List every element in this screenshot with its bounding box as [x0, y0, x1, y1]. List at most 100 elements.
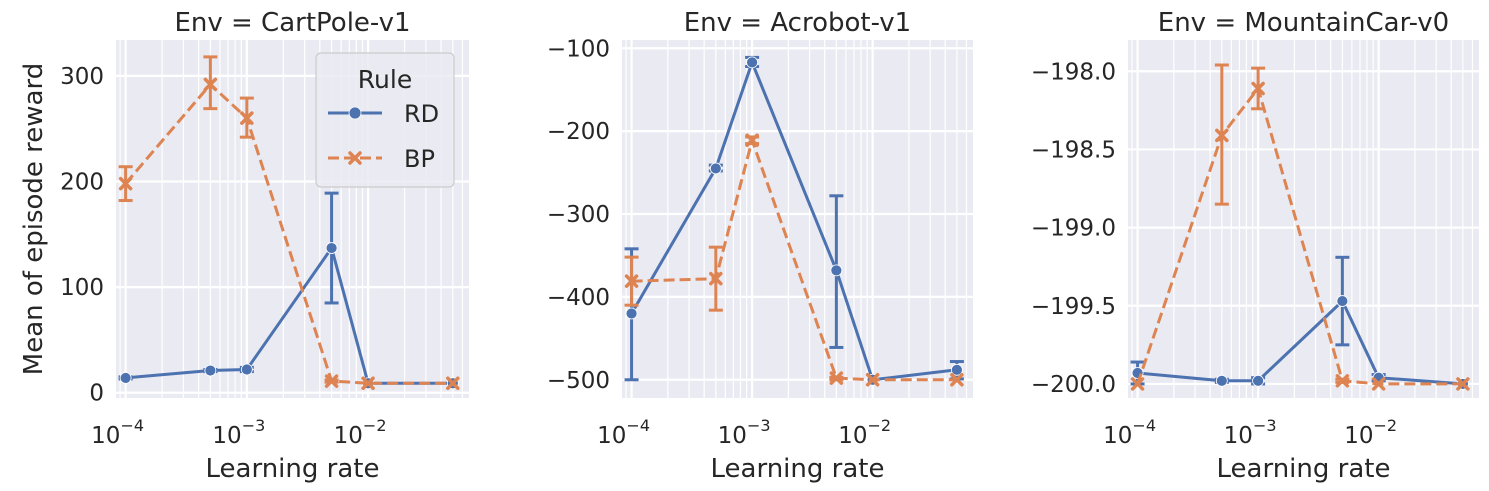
data-point	[1335, 374, 1350, 388]
legend-label: BP	[404, 145, 435, 173]
y-tick-label: 100	[60, 275, 104, 301]
data-point	[1252, 374, 1265, 387]
series-bp	[624, 133, 964, 387]
legend-label: RD	[404, 100, 439, 128]
data-point	[203, 77, 218, 92]
x-tick-base: 10	[212, 423, 241, 449]
data-point	[746, 56, 759, 69]
x-tick-base: 10	[1103, 423, 1132, 449]
series-line	[125, 246, 453, 385]
data-point	[1251, 81, 1265, 96]
gridlines	[116, 40, 469, 398]
x-tick-base: 10	[1344, 423, 1373, 449]
x-tick-exponent: −4	[120, 416, 144, 435]
x-tick-label: 10−2	[334, 416, 387, 449]
y-tick-label: −100	[547, 36, 610, 62]
x-tick-exponent: −3	[1253, 416, 1277, 435]
x-axis-label: Learning rate	[206, 454, 380, 484]
data-point	[1456, 377, 1470, 391]
x-tick-exponent: −3	[747, 416, 771, 435]
x-axis-label: Learning rate	[1217, 454, 1391, 484]
y-tick-label: −200.0	[1031, 372, 1116, 398]
chart-title: Env = CartPole-v1	[174, 8, 410, 38]
series-bp	[1130, 63, 1470, 391]
y-tick-label: −198.0	[1031, 59, 1116, 85]
series-line	[1137, 299, 1464, 386]
y-tick-label: 300	[60, 64, 104, 90]
y-tick-label: 200	[60, 170, 104, 196]
data-point	[119, 372, 132, 384]
data-point	[240, 111, 254, 125]
y-tick-label: −199.5	[1031, 294, 1116, 320]
data-point	[1215, 374, 1228, 387]
x-tick-label: 10−4	[597, 416, 650, 449]
data-point	[240, 363, 253, 376]
x-tick-base: 10	[718, 423, 747, 449]
data-point	[446, 376, 460, 390]
data-point	[625, 307, 638, 320]
x-tick-exponent: −2	[867, 416, 891, 435]
data-point	[204, 364, 217, 377]
x-tick-exponent: −4	[1132, 416, 1156, 435]
series-line	[631, 138, 957, 382]
data-point	[361, 376, 375, 390]
data-point	[624, 274, 639, 288]
x-tick-label: 10−2	[1344, 416, 1397, 449]
data-point	[950, 373, 964, 387]
legend: Rule RD BP	[315, 52, 455, 188]
x-tick-label: 10−4	[91, 416, 144, 449]
x-tick-base: 10	[1224, 423, 1253, 449]
plot-area	[622, 40, 973, 398]
y-axis-label: Mean of episode reward	[19, 63, 49, 375]
chart-title: Env = MountainCar-v0	[1158, 8, 1449, 38]
x-tick-label: 10−4	[1103, 416, 1156, 449]
x-tick-label: 10−2	[838, 416, 891, 449]
y-tick-label: −199.0	[1031, 216, 1116, 242]
data-point	[709, 271, 723, 286]
series-bp	[118, 55, 460, 390]
gridlines	[622, 40, 973, 398]
y-tick-label: −500	[547, 368, 610, 394]
x-tick-exponent: −4	[626, 416, 650, 435]
x-tick-exponent: −2	[363, 416, 387, 435]
data-point	[1130, 377, 1145, 391]
x-tick-exponent: −3	[242, 416, 266, 435]
y-tick-label: 0	[89, 381, 104, 407]
legend-title: Rule	[358, 65, 412, 94]
x-tick-base: 10	[597, 423, 626, 449]
data-point	[951, 363, 963, 376]
y-tick-label: −200	[547, 119, 610, 145]
legend-marker	[348, 106, 362, 120]
chart-title: Env = Acrobot-v1	[684, 8, 911, 38]
data-point	[1336, 295, 1349, 307]
legend-marker	[348, 151, 362, 165]
x-tick-base: 10	[91, 423, 120, 449]
data-point	[865, 373, 880, 387]
x-tick-label: 10−3	[212, 416, 265, 449]
x-tick-exponent: −2	[1373, 416, 1397, 435]
x-tick-base: 10	[334, 423, 363, 449]
data-point	[1371, 377, 1386, 391]
series-rd	[624, 55, 964, 386]
data-point	[324, 374, 339, 388]
y-tick-label: −400	[547, 285, 610, 311]
y-tick-label: −198.5	[1031, 137, 1116, 163]
x-tick-label: 10−3	[718, 416, 771, 449]
data-point	[325, 242, 338, 254]
data-point	[745, 133, 759, 148]
plot-area	[1128, 40, 1479, 398]
data-point	[830, 264, 843, 277]
data-point	[829, 371, 844, 385]
x-axis-label: Learning rate	[711, 454, 885, 484]
x-tick-base: 10	[838, 423, 867, 449]
data-point	[118, 176, 133, 191]
data-point	[709, 162, 722, 175]
data-point	[1215, 128, 1229, 143]
series-line	[1136, 87, 1463, 386]
y-tick-label: −300	[547, 202, 610, 228]
x-tick-label: 10−3	[1224, 416, 1277, 449]
